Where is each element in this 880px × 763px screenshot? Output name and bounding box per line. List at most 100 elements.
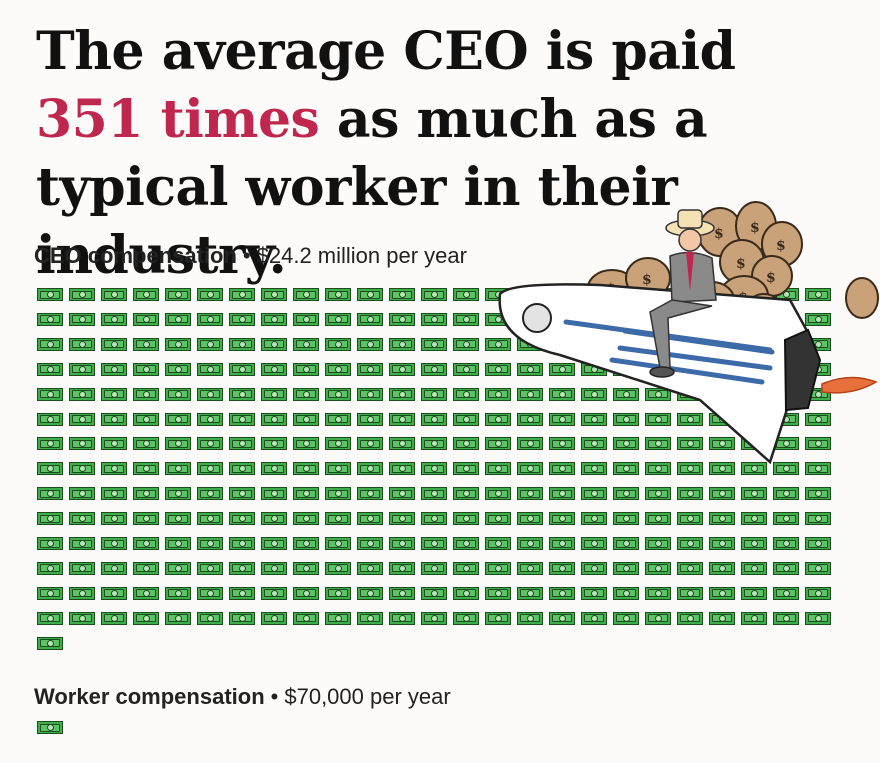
dollar-bill-icon [165,537,191,550]
dollar-bill-icon [229,487,255,501]
dollar-bill-icon [229,362,255,376]
dollar-bill-icon [741,487,767,501]
dollar-bill-icon [293,312,319,326]
dollar-bill-icon [485,437,511,451]
dollar-bill-icon [613,537,639,550]
worker-separator: • [270,684,279,709]
dollar-bill-icon [229,586,255,600]
dollar-bill-icon [165,586,191,600]
dollar-bill-icon [389,337,415,351]
dollar-bill-icon [389,437,415,451]
dollar-bill-icon [357,412,383,426]
dollar-bill-icon [293,462,319,476]
dollar-bill-icon [517,611,543,625]
dollar-bill-icon [613,412,639,426]
svg-text:$: $ [714,226,724,242]
dollar-bill-icon [165,462,191,476]
dollar-bill-icon [453,337,479,351]
dollar-bill-icon [389,537,415,550]
dollar-bill-icon [677,412,703,426]
ceo-amount: $24.2 million per year [256,243,467,268]
dollar-bill-icon [677,586,703,600]
dollar-bill-icon [357,611,383,625]
dollar-bill-icon [613,387,639,401]
dollar-bill-icon [357,561,383,575]
dollar-bill-icon [293,387,319,401]
dollar-bill-icon [101,512,127,526]
ceo-separator: • [242,243,251,268]
dollar-bill-icon [197,512,223,526]
dollar-bill-icon [805,586,831,600]
dollar-bill-icon [549,561,575,575]
dollar-bill-icon [261,537,287,550]
dollar-bill-icon [677,462,703,476]
dollar-bill-icon [101,586,127,600]
dollar-bill-icon [37,337,63,351]
dollar-bill-icon [229,611,255,625]
dollar-bill-icon [197,387,223,401]
dollar-bill-icon [517,362,543,376]
dollar-bill-icon [421,337,447,351]
dollar-bill-icon [549,537,575,550]
dollar-bill-icon [293,561,319,575]
rocket-engine-icon [783,328,822,412]
dollar-bill-icon [805,512,831,526]
dollar-bill-icon [485,611,511,625]
dollar-bill-icon [581,462,607,476]
dollar-bill-icon [69,312,95,326]
dollar-bill-icon [197,437,223,451]
dollar-bill-icon [421,561,447,575]
worker-title: Worker compensation [34,684,265,709]
dollar-bill-icon [293,611,319,625]
dollar-bill-icon [197,586,223,600]
dollar-bill-icon [645,586,671,600]
dollar-bill-icon [517,561,543,575]
dollar-bill-icon [517,437,543,451]
dollar-bill-icon [37,611,63,625]
dollar-bill-icon [645,487,671,501]
dollar-bill-icon [677,561,703,575]
dollar-bill-icon [805,611,831,625]
dollar-bill-icon [421,362,447,376]
dollar-bill-icon [165,437,191,451]
dollar-bill-icon [581,387,607,401]
dollar-bill-icon [645,437,671,451]
dollar-bill-icon [261,586,287,600]
dollar-bill-icon [421,288,447,301]
dollar-bill-icon [677,487,703,501]
headline-highlight: 351 times [36,89,320,150]
rocket-stripes-icon [563,319,775,385]
dollar-bill-icon [37,537,63,550]
dollar-bill-icon [37,512,63,526]
dollar-bill-icon [453,611,479,625]
dollar-bill-icon [229,288,255,301]
dollar-bill-icon [741,462,767,476]
dollar-bill-icon [133,362,159,376]
dollar-bill-icon [741,512,767,526]
dollar-bill-icon [773,611,799,625]
dollar-bill-icon [357,288,383,301]
dollar-bill-icon [389,512,415,526]
dollar-bill-icon [133,387,159,401]
dollar-bill-icon [485,512,511,526]
dollar-bill-icon [485,487,511,501]
dollar-bill-icon [229,337,255,351]
dollar-bill-icon [197,611,223,625]
dollar-bill-icon [69,561,95,575]
dollar-bill-icon [485,462,511,476]
dollar-bill-icon [677,611,703,625]
dollar-bill-icon [773,512,799,526]
dollar-bill-icon [197,288,223,301]
dollar-bill-icon [581,512,607,526]
dollar-bill-icon [69,611,95,625]
dollar-bill-icon [549,586,575,600]
dollar-bill-icon [389,611,415,625]
dollar-bill-icon [261,288,287,301]
dollar-bill-icon [165,412,191,426]
dollar-bill-icon [69,487,95,501]
dollar-bill-icon [645,462,671,476]
dollar-bill-icon [261,437,287,451]
dollar-bill-icon [709,487,735,501]
dollar-bill-icon [165,288,191,301]
dollar-bill-icon [581,487,607,501]
